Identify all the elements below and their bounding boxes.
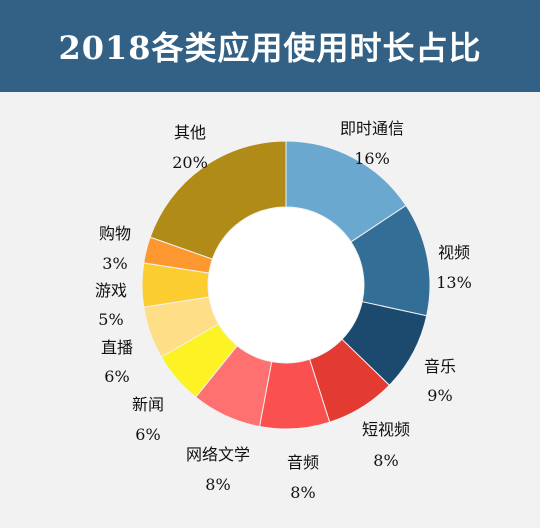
slice-value-label: 6%: [104, 367, 129, 386]
donut-chart: 即时通信16%视频13%音乐9%短视频8%音频8%网络文学8%新闻6%直播6%游…: [95, 119, 472, 502]
slice-value-label: 9%: [427, 386, 452, 405]
donut-hole: [208, 207, 364, 363]
slice-name-label: 视频: [438, 243, 470, 262]
slice-value-label: 8%: [373, 451, 398, 470]
slice-name-label: 短视频: [362, 420, 410, 439]
slice-name-label: 音频: [287, 453, 319, 472]
slice-value-label: 3%: [102, 254, 127, 273]
donut-slices: [141, 140, 431, 430]
slice-name-label: 游戏: [95, 281, 127, 300]
slice-value-label: 8%: [205, 475, 230, 494]
slice-name-label: 购物: [99, 224, 131, 243]
slice-value-label: 16%: [354, 149, 390, 168]
donut-labels: 即时通信16%视频13%音乐9%短视频8%音频8%网络文学8%新闻6%直播6%游…: [95, 119, 472, 502]
slice-name-label: 即时通信: [340, 119, 404, 138]
slice-name-label: 音乐: [424, 357, 456, 376]
slice-name-label: 直播: [101, 338, 133, 357]
slice-value-label: 13%: [436, 273, 472, 292]
slice-name-label: 新闻: [132, 395, 164, 414]
chart-title: 2018各类应用使用时长占比: [0, 0, 540, 92]
slice-value-label: 5%: [98, 310, 123, 329]
slice-name-label: 网络文学: [186, 445, 250, 464]
slice-value-label: 6%: [135, 425, 160, 444]
chart-panel: 即时通信 16% 视频 13% 音乐 9% 短视频 8% 音频 8% 网络文学 8% 新闻 6% 直播 6% 游…: [0, 92, 540, 528]
slice-name-label: 其他: [174, 123, 206, 142]
slice-value-label: 8%: [290, 483, 315, 502]
slice-其他: [149, 140, 287, 260]
slice-value-label: 20%: [172, 153, 208, 172]
